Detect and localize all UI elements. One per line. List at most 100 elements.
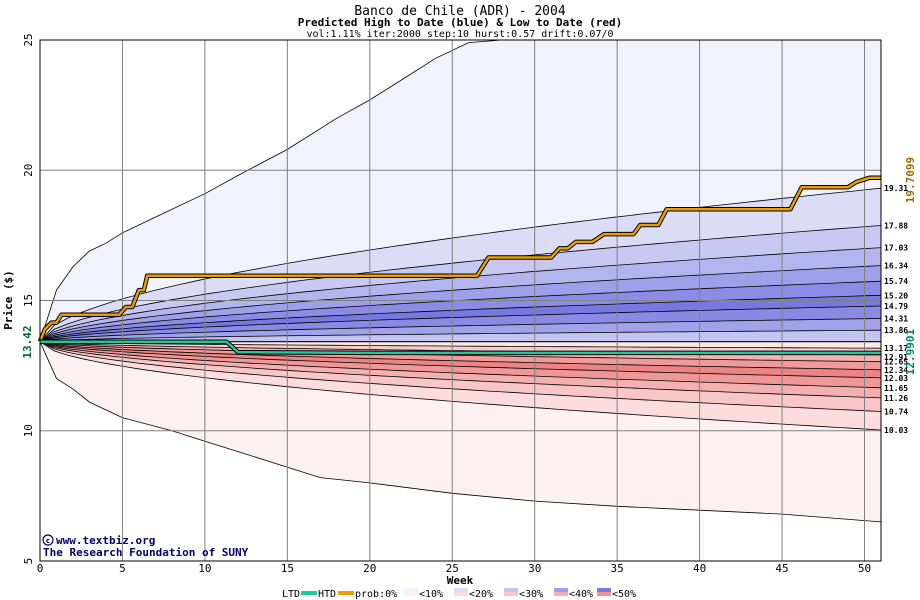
y-axis-ticks: 5 10 15 20 25	[22, 33, 35, 564]
x-tick-label: 30	[528, 562, 541, 575]
low-band-line-5	[39, 341, 882, 379]
high-band-line-7	[39, 305, 882, 343]
y-tick-label: 5	[22, 558, 35, 565]
right-band-label: 12.91	[884, 353, 908, 362]
x-tick-label: 0	[37, 562, 44, 575]
x-tick-label: 15	[281, 562, 294, 575]
right-band-label: 11.65	[884, 384, 908, 393]
legend-ltd: LTD	[282, 589, 300, 600]
x-tick-label: 5	[119, 562, 126, 575]
high-band-line-6	[39, 294, 882, 343]
low-band-line-3	[39, 341, 882, 363]
high-band-4	[40, 265, 881, 342]
right-band-labels: 19.31 17.88 17.03 16.34 15.74 15.20 14.79 14.31…	[884, 184, 908, 435]
low-band-5	[40, 341, 881, 388]
x-tick-label: 20	[363, 562, 376, 575]
x-axis-label: Week	[447, 574, 474, 587]
legend-swatch-p40-high	[554, 588, 568, 592]
low-band-line-7	[39, 341, 882, 399]
right-band-label: 17.88	[884, 221, 908, 230]
high-band-8	[40, 318, 881, 342]
low-band-7	[40, 341, 881, 412]
legend-p30: <30%	[519, 589, 543, 600]
high-band-line-8	[39, 318, 882, 343]
high-band-5	[40, 281, 881, 342]
low-band-4	[40, 341, 881, 378]
low-band-line-4	[39, 341, 882, 371]
legend-swatch-p30-low	[504, 592, 518, 596]
legend-swatch-p20-low	[454, 592, 468, 596]
x-tick-label: 45	[775, 562, 788, 575]
legend-htd: HTD	[318, 589, 336, 600]
end-low-label: 12.9901	[904, 328, 917, 375]
legend-p40: <40%	[569, 589, 593, 600]
right-band-label: 10.74	[884, 407, 908, 416]
low-band-0	[40, 341, 881, 349]
right-band-label: 12.03	[884, 374, 908, 383]
series-ltd	[40, 340, 881, 355]
low-band-6	[40, 341, 881, 398]
right-band-label: 16.34	[884, 262, 908, 271]
legend-swatch-p20-high	[454, 588, 468, 592]
x-tick-label: 35	[611, 562, 624, 575]
y-axis-label: Price ($)	[2, 270, 15, 330]
low-band-line-6	[39, 341, 882, 389]
right-band-label: 12.65	[884, 358, 908, 367]
right-band-label: 14.31	[884, 314, 908, 323]
right-band-label: 15.20	[884, 291, 908, 300]
right-band-label: 11.26	[884, 394, 908, 403]
high-band-line-1	[39, 187, 882, 342]
legend: LTD HTD prob:0% <10% <20% <30% <40% <50%	[282, 588, 636, 600]
legend-prob: prob:0%	[355, 589, 397, 600]
x-tick-label: 50	[858, 562, 871, 575]
y-tick-label: 15	[22, 294, 35, 307]
chart-subtitle: Predicted High to Date (blue) & Low to D…	[298, 16, 623, 29]
credit: c www.textbiz.org The Research Foundatio…	[42, 534, 249, 559]
legend-p20: <20%	[469, 589, 493, 600]
credit-url: www.textbiz.org	[56, 534, 155, 547]
right-band-label: 19.31	[884, 184, 908, 193]
y-tick-label: 20	[22, 164, 35, 177]
plot-frame	[39, 39, 882, 562]
low-band-9	[40, 341, 881, 522]
high-band-2	[40, 225, 881, 342]
right-band-label: 14.79	[884, 302, 908, 311]
low-band-line-10	[39, 341, 882, 523]
x-tick-label: 10	[198, 562, 211, 575]
legend-p10: <10%	[419, 589, 443, 600]
legend-swatches	[404, 588, 611, 596]
high-band-line-2	[39, 225, 882, 343]
credit-org: The Research Foundation of SUNY	[43, 546, 249, 559]
x-axis-ticks: 0 5 10 15 20 25 30 35 40 45 50	[37, 562, 871, 575]
y-tick-label: 10	[22, 424, 35, 437]
low-band-line-8	[39, 341, 882, 412]
right-band-label: 13.86	[884, 326, 908, 335]
right-band-label: 10.03	[884, 426, 908, 435]
high-band-3	[40, 247, 881, 342]
legend-swatch-p50-high	[597, 588, 611, 592]
high-band-9	[40, 330, 881, 342]
start-price-label: 13.42	[21, 325, 34, 358]
copyright-icon-letter: c	[46, 537, 50, 545]
legend-swatch-p10-low	[404, 592, 418, 596]
chart-title: Banco de Chile (ADR) - 2004	[354, 4, 565, 19]
high-band-7	[40, 305, 881, 342]
legend-swatch-p40-low	[554, 592, 568, 596]
high-band-line-0	[39, 39, 881, 342]
legend-swatch-p50-low	[597, 592, 611, 596]
legend-ltd-swatch	[301, 591, 317, 595]
right-band-label: 17.03	[884, 244, 908, 253]
copyright-icon	[42, 534, 54, 546]
high-band-line-9	[39, 329, 882, 343]
legend-swatch-p10-high	[404, 588, 418, 592]
series-lines	[37, 175, 881, 356]
low-band-line-9	[39, 341, 882, 431]
high-band-line-4	[39, 265, 882, 343]
high-band-0	[40, 40, 881, 342]
x-tick-label: 25	[446, 562, 459, 575]
legend-htd-swatch	[338, 591, 354, 595]
series-htd	[38, 176, 881, 343]
high-band-6	[40, 295, 881, 342]
legend-p50: <50%	[612, 589, 636, 600]
